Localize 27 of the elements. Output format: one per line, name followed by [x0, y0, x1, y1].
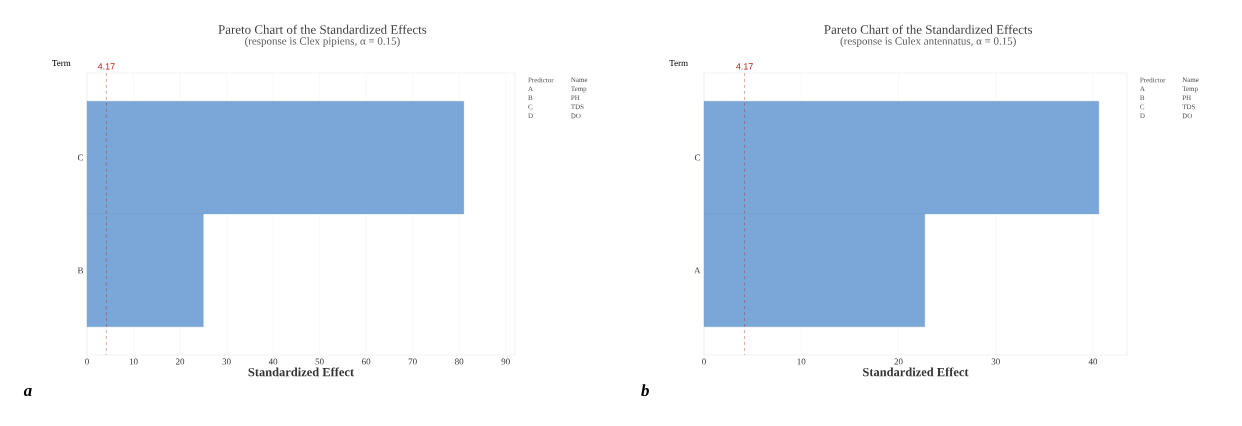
- x-tick-label: 40: [1088, 358, 1098, 365]
- chart-title: Pareto Chart of the Standardized Effects: [824, 24, 1033, 34]
- ref-line-label: 4.17: [97, 63, 115, 70]
- x-tick-label: 70: [408, 358, 417, 365]
- chart-title: Pareto Chart of the Standardized Effects: [218, 24, 427, 34]
- x-tick-label: 20: [175, 358, 185, 365]
- x-tick-label: 50: [315, 358, 324, 365]
- text: b: [641, 384, 649, 397]
- x-tick-label: 60: [362, 358, 371, 365]
- x-tick-label: 20: [894, 358, 903, 365]
- x-axis-title: Standardized Effect: [248, 367, 355, 377]
- x-tick-label: 40: [268, 358, 278, 365]
- x-tick-label: 90: [501, 358, 510, 365]
- x-tick-label: 30: [991, 358, 1000, 365]
- chart-subtitle: (response is Culex antennatus, α = 0.15): [840, 37, 1016, 47]
- x-tick-label: 0: [702, 358, 706, 365]
- text: a: [23, 387, 32, 397]
- ref-line-label: 4.17: [736, 63, 753, 70]
- x-tick-label: 10: [129, 358, 138, 365]
- x-tick-label: 80: [455, 358, 464, 365]
- x-tick-label: 10: [797, 358, 806, 365]
- y-axis-title: Term: [52, 60, 71, 67]
- x-tick-label: 30: [222, 358, 231, 365]
- x-axis-title: Standardized Effect: [863, 367, 969, 377]
- y-axis-title: Term: [669, 60, 688, 67]
- chart-subtitle: (response is Clex pipiens, α = 0.15): [245, 37, 400, 47]
- x-tick-label: 0: [85, 358, 89, 365]
